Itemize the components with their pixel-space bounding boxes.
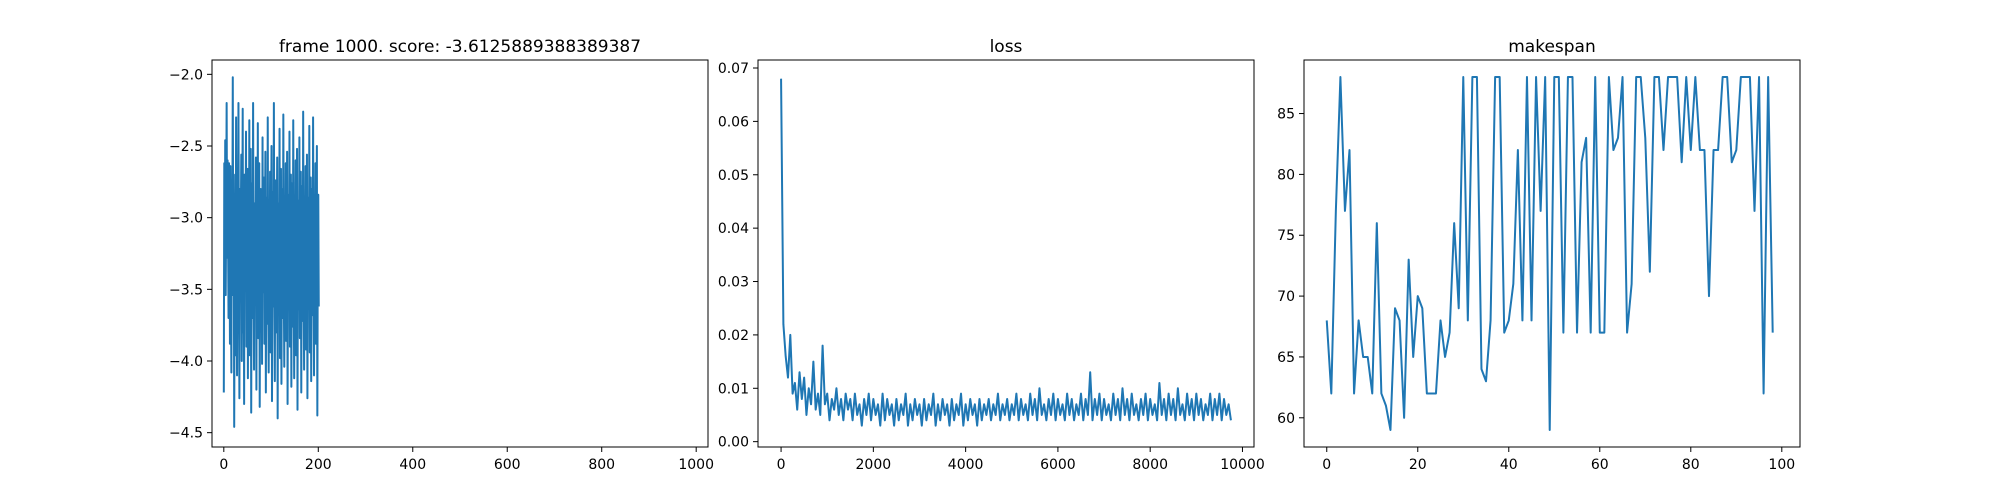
makespan-chart-y-tick-label: 85 <box>1277 107 1295 123</box>
score-chart: frame 1000. score: -3.6125889388389387 0… <box>169 37 714 473</box>
makespan-chart-x-tick-label: 80 <box>1682 457 1700 473</box>
loss-chart-x-tick-label: 2000 <box>856 457 892 473</box>
score-chart-axes-frame <box>211 59 709 448</box>
makespan-chart-y-tick-label: 70 <box>1277 289 1295 305</box>
makespan-chart-axes-frame <box>1303 59 1801 448</box>
loss-chart-y-tick-label: 0.07 <box>718 61 749 77</box>
score-chart-x-tick-label: 1000 <box>678 457 714 473</box>
loss-chart-x-tick-label: 6000 <box>1040 457 1076 473</box>
loss-chart-y-tick-label: 0.02 <box>718 328 749 344</box>
score-chart-y-tick-label: −3.5 <box>169 282 203 298</box>
makespan-chart-y-tick-label: 60 <box>1277 411 1295 427</box>
makespan-chart-x-tick-label: 20 <box>1409 457 1427 473</box>
score-chart-x-tick-label: 600 <box>494 457 521 473</box>
makespan-chart-x-tick-label: 100 <box>1768 457 1795 473</box>
loss-chart-y-tick-label: 0.04 <box>718 221 749 237</box>
makespan-chart-y-tick-label: 75 <box>1277 228 1295 244</box>
makespan-chart-x-tick-label: 60 <box>1591 457 1609 473</box>
score-chart-x-tick-label: 800 <box>588 457 615 473</box>
score-chart-x-tick-label: 200 <box>305 457 332 473</box>
loss-chart-axes-frame <box>757 59 1255 448</box>
score-chart-x-tick-label: 0 <box>219 457 228 473</box>
loss-chart-x-tick-label: 10000 <box>1220 457 1265 473</box>
makespan-chart-series-line-0 <box>1325 76 1774 431</box>
score-chart-y-tick-label: −4.0 <box>169 354 203 370</box>
score-chart-series-line-0 <box>222 76 320 428</box>
loss-chart-y-tick-label: 0.03 <box>718 275 749 291</box>
makespan-chart-y-tick-label: 65 <box>1277 350 1295 366</box>
makespan-chart-y-tick-label: 80 <box>1277 167 1295 183</box>
makespan-chart-x-tick-label: 40 <box>1500 457 1518 473</box>
loss-chart-x-tick-label: 0 <box>777 457 786 473</box>
makespan-chart-x-tick-label: 0 <box>1322 457 1331 473</box>
score-chart-y-tick-label: −2.0 <box>169 67 203 83</box>
loss-chart-y-tick-label: 0.06 <box>718 114 749 130</box>
loss-chart-y-tick-label: 0.05 <box>718 168 749 184</box>
loss-chart-title: loss <box>990 37 1023 57</box>
score-chart-y-tick-label: −3.0 <box>169 211 203 227</box>
score-chart-y-tick-label: −4.5 <box>169 426 203 442</box>
loss-chart-y-tick-label: 0.00 <box>718 435 749 451</box>
loss-chart-y-tick-label: 0.01 <box>718 381 749 397</box>
loss-chart-series-line-0 <box>780 78 1232 427</box>
makespan-chart: makespan 0 20 40 60 80 100 60 65 70 75 80 85 <box>1277 37 1801 473</box>
score-chart-title: frame 1000. score: -3.6125889388389387 <box>279 37 641 57</box>
loss-chart-x-tick-label: 4000 <box>948 457 984 473</box>
loss-chart: loss 0 2000 4000 6000 8000 10000 0.00 0.01 0.02 0… <box>718 37 1265 473</box>
score-chart-y-tick-label: −2.5 <box>169 139 203 155</box>
makespan-chart-title: makespan <box>1508 37 1596 57</box>
score-chart-x-tick-label: 400 <box>399 457 426 473</box>
loss-chart-x-tick-label: 8000 <box>1132 457 1168 473</box>
